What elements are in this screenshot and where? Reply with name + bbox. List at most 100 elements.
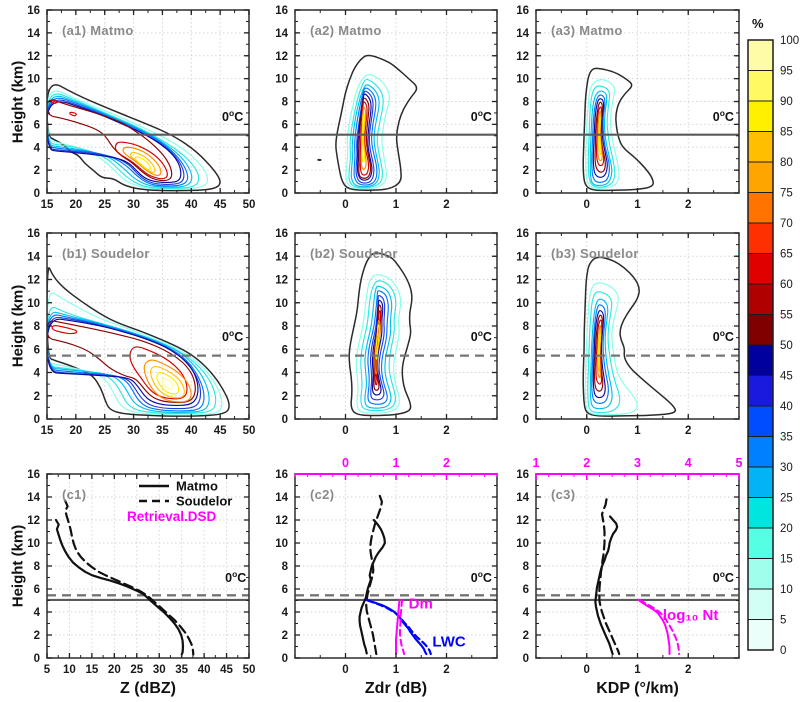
svg-text:2: 2 bbox=[282, 165, 288, 177]
svg-text:4: 4 bbox=[282, 607, 289, 619]
svg-text:2: 2 bbox=[685, 664, 691, 676]
svg-text:30: 30 bbox=[127, 199, 140, 211]
svg-text:2: 2 bbox=[523, 630, 529, 642]
svg-text:14: 14 bbox=[27, 28, 40, 40]
svg-text:12: 12 bbox=[275, 275, 288, 287]
svg-text:12: 12 bbox=[275, 515, 288, 527]
colorbar: 0 5 10 15 20 25 30 35 40 45 50 55 60 65 70 75 80 85 90 95 10… bbox=[747, 35, 799, 657]
svg-text:8: 8 bbox=[523, 321, 530, 333]
svg-text:14: 14 bbox=[275, 492, 288, 504]
svg-text:8: 8 bbox=[34, 97, 41, 109]
panel-title-a3: (a3) Matmo bbox=[551, 23, 623, 38]
svg-text:4: 4 bbox=[523, 368, 530, 380]
svg-text:4: 4 bbox=[685, 456, 692, 470]
svg-text:2: 2 bbox=[685, 425, 691, 437]
svg-text:8: 8 bbox=[34, 321, 41, 333]
svg-text:8: 8 bbox=[523, 97, 530, 109]
svg-text:75: 75 bbox=[780, 188, 793, 200]
svg-text:2: 2 bbox=[282, 630, 288, 642]
svg-text:4: 4 bbox=[282, 142, 289, 154]
svg-text:40: 40 bbox=[185, 199, 198, 211]
y-axis-title-row3: Height (km) bbox=[9, 524, 27, 608]
svg-text:20: 20 bbox=[108, 664, 121, 676]
svg-text:14: 14 bbox=[516, 28, 529, 40]
svg-text:35: 35 bbox=[780, 432, 793, 444]
svg-text:1: 1 bbox=[533, 456, 540, 470]
svg-text:20: 20 bbox=[69, 199, 82, 211]
svg-text:10: 10 bbox=[516, 298, 529, 310]
svg-text:4: 4 bbox=[523, 607, 530, 619]
contours-b1 bbox=[47, 267, 230, 417]
svg-text:12: 12 bbox=[275, 51, 288, 63]
svg-text:0: 0 bbox=[342, 425, 348, 437]
svg-text:8: 8 bbox=[523, 561, 530, 573]
svg-text:0: 0 bbox=[584, 425, 590, 437]
svg-text:0: 0 bbox=[342, 456, 349, 470]
colorbar-title: % bbox=[752, 16, 764, 31]
svg-text:16: 16 bbox=[516, 469, 529, 481]
svg-text:0oC: 0oC bbox=[222, 108, 243, 124]
svg-text:12: 12 bbox=[27, 275, 40, 287]
svg-text:25: 25 bbox=[130, 664, 143, 676]
svg-text:4: 4 bbox=[282, 368, 289, 380]
svg-text:45: 45 bbox=[220, 664, 233, 676]
svg-text:2: 2 bbox=[523, 391, 529, 403]
svg-text:0: 0 bbox=[584, 664, 590, 676]
svg-text:5: 5 bbox=[780, 615, 786, 627]
svg-text:0: 0 bbox=[584, 199, 590, 211]
svg-text:3: 3 bbox=[634, 456, 641, 470]
panel-title-a2: (a2) Matmo bbox=[310, 23, 382, 38]
svg-text:8: 8 bbox=[282, 97, 289, 109]
svg-text:2: 2 bbox=[443, 456, 450, 470]
svg-text:Soudelor: Soudelor bbox=[176, 494, 232, 509]
svg-text:14: 14 bbox=[275, 28, 288, 40]
contours-b2 bbox=[348, 252, 413, 417]
svg-text:Retrieval.DSD: Retrieval.DSD bbox=[127, 509, 217, 524]
svg-text:10: 10 bbox=[63, 664, 76, 676]
svg-text:2: 2 bbox=[34, 165, 40, 177]
svg-text:16: 16 bbox=[27, 5, 40, 17]
svg-text:100: 100 bbox=[780, 35, 799, 47]
svg-text:14: 14 bbox=[516, 251, 529, 263]
svg-text:40: 40 bbox=[780, 401, 793, 413]
svg-text:0: 0 bbox=[780, 645, 786, 657]
svg-text:30: 30 bbox=[153, 664, 166, 676]
svg-text:0: 0 bbox=[282, 414, 288, 426]
svg-text:25: 25 bbox=[780, 493, 793, 505]
svg-text:14: 14 bbox=[275, 251, 288, 263]
svg-text:2: 2 bbox=[443, 199, 449, 211]
svg-text:50: 50 bbox=[243, 664, 256, 676]
svg-text:2: 2 bbox=[34, 391, 40, 403]
svg-text:6: 6 bbox=[282, 584, 288, 596]
svg-text:12: 12 bbox=[516, 275, 529, 287]
svg-text:16: 16 bbox=[27, 469, 40, 481]
svg-text:15: 15 bbox=[41, 199, 54, 211]
panel-title-b2: (b2) Soudelor bbox=[310, 246, 398, 261]
x-axis-title-zdr: Zdr (dB) bbox=[364, 680, 428, 697]
svg-text:6: 6 bbox=[34, 584, 40, 596]
svg-text:0oC: 0oC bbox=[471, 108, 492, 124]
svg-text:20: 20 bbox=[69, 425, 82, 437]
svg-text:95: 95 bbox=[780, 66, 793, 78]
svg-text:1: 1 bbox=[393, 425, 400, 437]
svg-text:2: 2 bbox=[685, 199, 691, 211]
panel-c1: 5 10 15 20 25 30 35 40 45 50 0 2 4 6 8 10 12 14 16 0oC Matmo… bbox=[27, 469, 255, 676]
svg-text:5: 5 bbox=[44, 664, 51, 676]
svg-text:40: 40 bbox=[198, 664, 211, 676]
svg-text:15: 15 bbox=[41, 425, 54, 437]
svg-text:80: 80 bbox=[780, 157, 793, 169]
panel-b1: 15 20 25 30 35 40 45 50 0 2 4 6 8 10 12 14 16 0oC bbox=[27, 228, 255, 437]
svg-text:45: 45 bbox=[214, 199, 227, 211]
svg-text:log₁₀ Nt: log₁₀ Nt bbox=[663, 607, 718, 624]
panel-title-b3: (b3) Soudelor bbox=[551, 246, 639, 261]
svg-text:6: 6 bbox=[34, 119, 40, 131]
svg-text:6: 6 bbox=[282, 119, 288, 131]
svg-text:0oC: 0oC bbox=[471, 328, 492, 344]
svg-text:15: 15 bbox=[85, 664, 98, 676]
svg-text:14: 14 bbox=[27, 492, 40, 504]
